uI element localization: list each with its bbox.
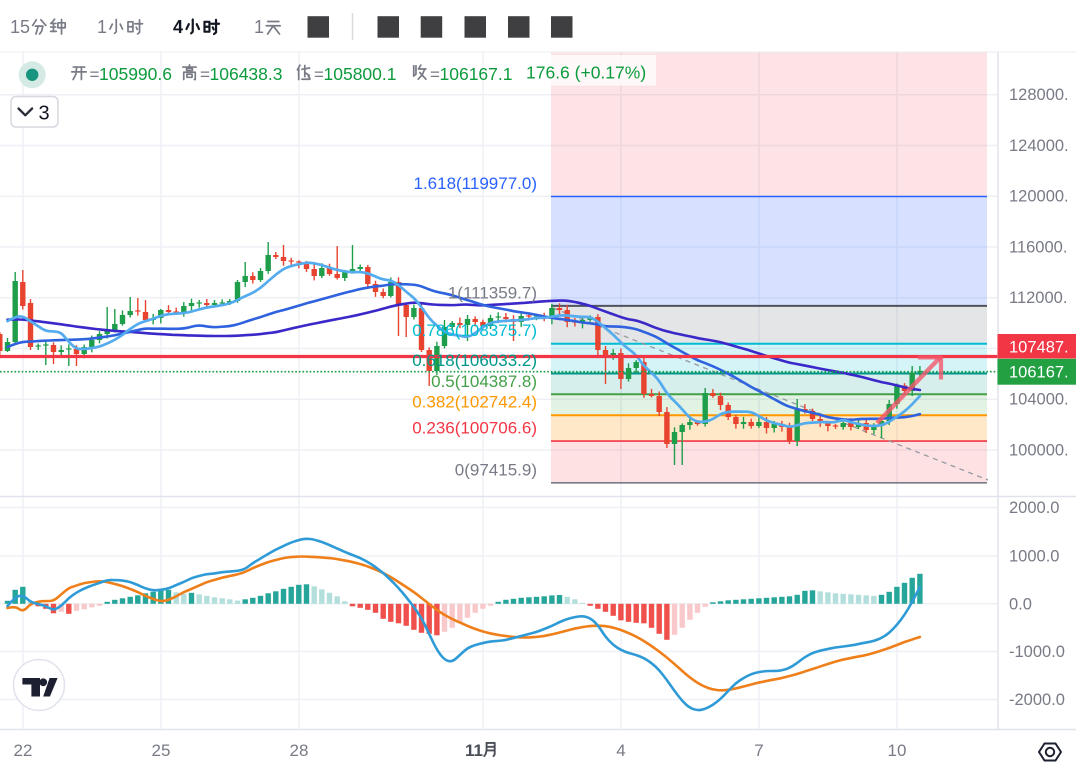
svg-text:1.618(119977.0): 1.618(119977.0): [413, 174, 537, 193]
svg-text:=: =: [90, 65, 100, 84]
svg-text:104000.: 104000.: [1009, 391, 1069, 409]
svg-text:25: 25: [152, 741, 171, 760]
svg-text:106167.: 106167.: [1009, 364, 1069, 382]
svg-text:176.6 (+0.17%): 176.6 (+0.17%): [526, 63, 646, 83]
svg-text:3: 3: [39, 103, 50, 125]
svg-text:107487.: 107487.: [1009, 338, 1069, 356]
svg-text:0.5(104387.8): 0.5(104387.8): [431, 372, 537, 391]
svg-text:0.0: 0.0: [1009, 595, 1032, 613]
svg-text:7: 7: [754, 741, 763, 760]
svg-text:120000.: 120000.: [1009, 188, 1069, 206]
svg-text:0.786(108375.7): 0.786(108375.7): [412, 321, 537, 340]
svg-text:-1000.0: -1000.0: [1009, 643, 1065, 661]
svg-text:0(97415.9): 0(97415.9): [455, 460, 537, 479]
svg-text:116000.: 116000.: [1009, 239, 1067, 257]
svg-text:=: =: [200, 65, 210, 84]
svg-text:112000.: 112000.: [1009, 289, 1067, 307]
svg-text:11: 11: [465, 741, 483, 760]
svg-text:0.236(100706.6): 0.236(100706.6): [412, 419, 537, 438]
svg-text:=: =: [314, 65, 324, 84]
svg-text:106438.3: 106438.3: [210, 64, 283, 84]
svg-text:105990.6: 105990.6: [99, 64, 172, 84]
svg-text:10: 10: [888, 741, 907, 760]
svg-text:4: 4: [616, 741, 625, 760]
svg-text:128000.: 128000.: [1009, 86, 1069, 104]
svg-text:15: 15: [10, 17, 30, 37]
svg-text:105800.1: 105800.1: [324, 64, 397, 84]
svg-text:28: 28: [290, 741, 309, 760]
svg-text:106167.1: 106167.1: [440, 64, 513, 84]
svg-text:2000.0: 2000.0: [1009, 499, 1059, 517]
svg-text:1(111359.7): 1(111359.7): [448, 283, 537, 302]
svg-text:124000.: 124000.: [1009, 137, 1069, 155]
svg-text:-2000.0: -2000.0: [1009, 691, 1065, 709]
svg-text:100000.: 100000.: [1009, 442, 1069, 460]
svg-text:0.382(102742.4): 0.382(102742.4): [412, 393, 537, 412]
svg-text:=: =: [430, 65, 440, 84]
svg-text:4: 4: [173, 17, 183, 37]
svg-text:1: 1: [254, 17, 264, 37]
svg-text:0.618(106033.2): 0.618(106033.2): [412, 351, 537, 370]
svg-text:22: 22: [14, 741, 33, 760]
svg-text:1000.0: 1000.0: [1009, 548, 1059, 566]
svg-text:1: 1: [97, 17, 107, 37]
